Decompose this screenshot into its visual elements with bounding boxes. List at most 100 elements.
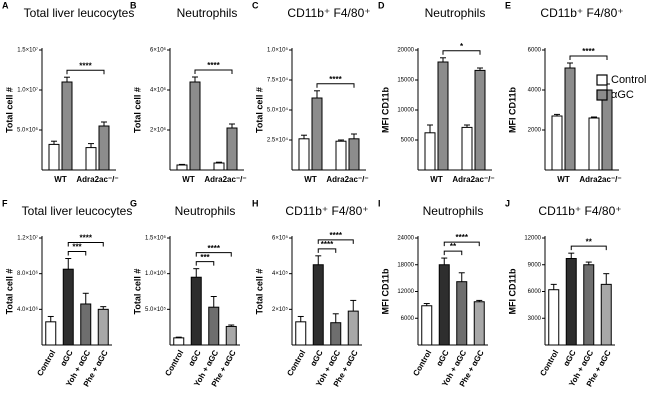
bar (61, 81, 73, 171)
legend-label: Control (611, 74, 646, 86)
significance-bracket (195, 261, 215, 266)
y-tick-label: 6×10⁵ (272, 235, 289, 242)
panel-label: F (2, 198, 8, 208)
y-axis-label: MFI CD11b (380, 268, 390, 315)
significance-bracket (67, 251, 87, 256)
significance-label: **** (456, 233, 469, 242)
y-tick-label: 24000 (397, 236, 414, 242)
y-axis-label: MFI CD11b (507, 268, 517, 315)
bar (80, 303, 92, 346)
panel-label: B (130, 0, 137, 10)
y-tick-label: 1.5×10⁷ (17, 47, 38, 54)
significance-label: *** (200, 253, 210, 262)
panel-label: E (505, 0, 511, 10)
y-tick-label: 4.0×10⁶ (17, 306, 39, 313)
significance-label: *** (72, 243, 82, 252)
panel-label: A (2, 0, 9, 10)
y-tick-label: 1.0×10⁵ (267, 47, 289, 54)
y-tick-label: 4×10⁵ (272, 270, 289, 277)
chart-title: CD11b⁺ F4/80⁺ (285, 204, 368, 218)
significance-label: **** (80, 234, 93, 243)
y-tick-label: 18000 (397, 262, 414, 268)
bar (62, 268, 74, 346)
significance-label: **** (329, 75, 342, 84)
bar (312, 264, 324, 346)
bar (208, 306, 220, 346)
panel-label: J (505, 198, 510, 208)
significance-bracket (195, 252, 232, 257)
chart-title: Neutrophils (175, 204, 236, 218)
y-tick-label: 5.0×10⁴ (267, 107, 289, 114)
bar (600, 283, 612, 346)
y-tick-label: 8.0×10⁶ (17, 270, 39, 277)
bar (565, 258, 577, 346)
bar (189, 81, 201, 171)
significance-label: **** (582, 47, 595, 56)
y-tick-label: 6000 (528, 289, 542, 295)
y-tick-label: 4×10⁶ (150, 87, 167, 94)
x-tick-label: αGC (59, 348, 75, 367)
significance-bracket (442, 50, 481, 55)
y-tick-label: 7.5×10⁴ (267, 77, 289, 84)
panel-label: H (252, 198, 259, 208)
significance-label: **** (208, 244, 221, 253)
x-tick-label: αGC (187, 348, 203, 367)
x-tick-label: Adra2ac⁻/⁻ (579, 175, 621, 184)
bar (97, 308, 109, 346)
bar (330, 322, 342, 346)
y-tick-label: 2×10⁶ (150, 127, 167, 134)
bar (85, 147, 97, 171)
panel-label: G (130, 198, 137, 208)
significance-bracket (316, 83, 355, 88)
x-tick-label: Adra2ac⁻/⁻ (452, 175, 494, 184)
significance-bracket (569, 55, 608, 60)
legend-label: αGC (611, 89, 634, 101)
y-axis-label: Total cell # (4, 269, 14, 315)
y-tick-label: 1.2×10⁷ (17, 235, 38, 242)
y-tick-label: 6×10⁶ (150, 47, 167, 54)
x-tick-label: WT (54, 175, 67, 184)
x-tick-label: αGC (562, 348, 578, 367)
bar (583, 264, 595, 346)
significance-bracket (194, 69, 233, 74)
x-tick-label: Control (411, 349, 433, 378)
significance-bracket (443, 250, 463, 256)
x-tick-label: WT (182, 175, 195, 184)
significance-label: * (460, 42, 464, 51)
y-axis-label: Total cell # (132, 269, 142, 315)
bar (348, 138, 360, 171)
significance-bracket (570, 245, 607, 251)
x-tick-label: Control (35, 349, 57, 378)
significance-label: **** (207, 61, 220, 70)
y-tick-label: 3000 (528, 316, 542, 322)
y-tick-label: 2×10⁵ (272, 306, 289, 313)
y-axis-label: Total cell # (254, 87, 264, 133)
bar (213, 162, 225, 171)
y-axis-label: MFI CD11b (507, 86, 517, 133)
bar (548, 289, 560, 346)
legend-swatch (596, 89, 608, 101)
significance-bracket (317, 248, 337, 253)
chart-title: Total liver leucocytes (24, 6, 135, 20)
y-axis-label: Total cell # (254, 269, 264, 315)
bar (564, 67, 576, 171)
bar (473, 301, 485, 346)
y-tick-label: 15000 (397, 78, 414, 84)
y-tick-label: 1.5×10⁶ (145, 235, 167, 242)
y-tick-label: 12000 (397, 289, 414, 295)
x-tick-label: αGC (435, 348, 451, 367)
bar (424, 132, 436, 171)
x-tick-label: αGC (309, 348, 325, 367)
y-tick-label: 1.0×10⁶ (145, 270, 167, 277)
significance-bracket (67, 242, 104, 247)
panel-label: C (252, 0, 259, 10)
chart-title: CD11b⁺ F4/80⁺ (538, 204, 621, 218)
bar (437, 61, 449, 171)
bar (173, 337, 185, 346)
chart-title: Total liver leucocytes (22, 204, 133, 218)
bar (190, 276, 202, 346)
x-tick-label: Adra2ac⁻/⁻ (204, 175, 246, 184)
y-tick-label: 2000 (528, 128, 542, 134)
significance-bracket (66, 69, 105, 75)
